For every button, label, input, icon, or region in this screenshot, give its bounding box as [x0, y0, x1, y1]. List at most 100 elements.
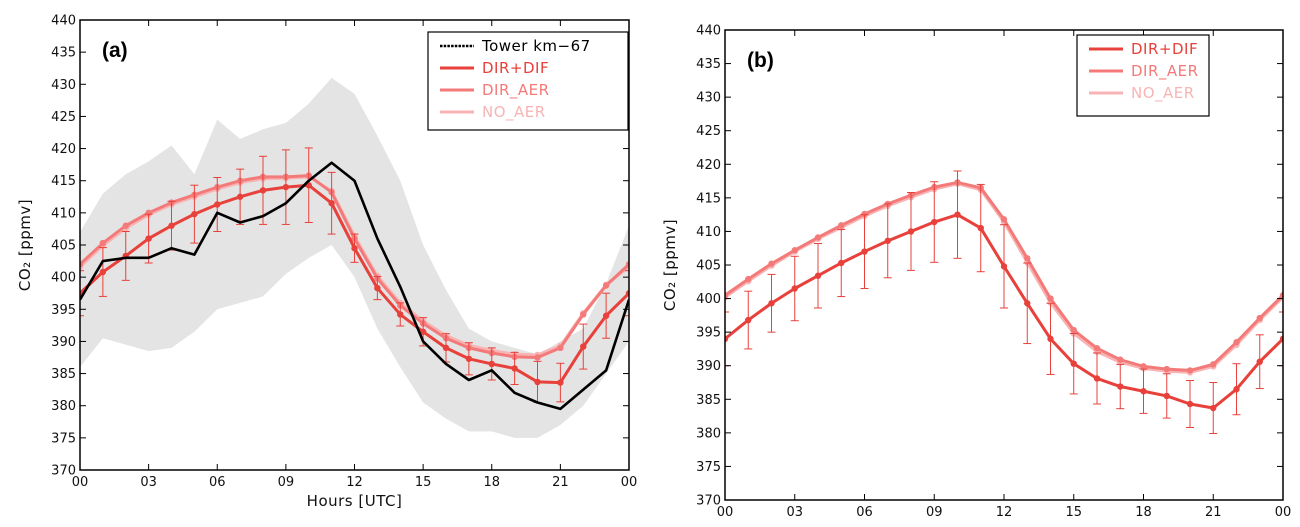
panel-a-y-tick-label: 390: [51, 335, 76, 350]
panel-b-point-dir-aer: [1233, 339, 1240, 346]
panel-b-point-dir-dif: [768, 300, 775, 307]
panel-a-x-axis: 00 03 06 09 12 15 18 21 00: [72, 20, 638, 490]
panel-b-point-dir-dif: [907, 228, 915, 235]
panel-b-y-tick-label: 390: [696, 359, 721, 374]
panel-b-point-dir-aer: [1070, 326, 1077, 334]
panel-b-point-dir-aer: [1024, 255, 1031, 262]
panel-b-legend: DIR+DIF DIR_AER NO_AER: [1076, 34, 1210, 117]
panel-b-point-dir-dif: [745, 316, 752, 324]
panel-b-x-tick-label: 03: [786, 505, 803, 520]
panel-a-x-tick-label: 18: [483, 475, 500, 490]
panel-a-legend-item-no-aer: NO_AER: [440, 103, 546, 122]
panel-b-x-tick-label: 06: [856, 505, 873, 520]
panel-b-point-dir-dif: [1210, 404, 1217, 412]
panel-b-point-dir-dif: [931, 218, 938, 226]
panel-b-point-dir-dif: [725, 335, 729, 343]
panel-b-point-dir-aer: [1256, 314, 1263, 322]
panel-a-point-dir-aer: [580, 311, 587, 318]
panel-b-point-dir-dif: [791, 285, 798, 292]
panel-a-legend-label: DIR+DIF: [482, 59, 549, 77]
panel-a-y-tick-label: 430: [51, 78, 76, 93]
panel-b-y-tick-label: 405: [696, 259, 721, 274]
panel-b-y-tick-label: 435: [696, 57, 721, 72]
panel-a-point-dir-dif: [236, 193, 244, 200]
panel-b-point-dir-dif: [1163, 392, 1170, 400]
panel-b-point-dir-aer: [1186, 367, 1194, 374]
panel-a-point-dir-dif: [534, 378, 541, 386]
panel-b: 370 375 380 385 390 395 400 405 410 415 420 425 430 4…: [661, 24, 1292, 527]
panel-a-y-tick-label: 410: [51, 206, 76, 221]
panel-b-x-tick-label: 12: [996, 505, 1013, 520]
panel-b-point-dir-dif: [1093, 375, 1101, 382]
panel-b-legend-label: DIR+DIF: [1131, 40, 1198, 58]
panel-a-y-axis-label: CO₂ [ppmv]: [16, 199, 34, 291]
panel-a-y-tick-label: 405: [51, 239, 76, 254]
panel-b-legend-item-no-aer: NO_AER: [1089, 84, 1194, 103]
panel-b-panel-label: (b): [747, 49, 774, 72]
panel-b-point-dir-dif: [1047, 335, 1054, 343]
panel-a-y-axis: 370 375 380 385 390 395 400 405 410 415 420 425 430 4…: [51, 14, 629, 479]
panel-a-legend-label: DIR_AER: [482, 81, 550, 100]
panel-b-point-dir-aer: [1210, 361, 1217, 368]
panel-b-point-dir-dif: [814, 272, 822, 279]
panel-a-series-dir-dif: [80, 147, 629, 403]
panel-b-x-tick-label: 15: [1065, 505, 1082, 520]
panel-a-y-tick-label: 375: [51, 431, 76, 446]
panel-a-point-dir-aer: [99, 239, 107, 247]
panel-a-point-dir-dif: [557, 379, 564, 386]
panel-b-point-dir-dif: [977, 224, 984, 232]
panel-a-plot-area: [80, 77, 629, 438]
panel-b-legend-item-dir-aer: DIR_AER: [1089, 62, 1199, 81]
panel-a-x-tick-label: 21: [552, 475, 569, 490]
panel-b-point-dir-dif: [861, 248, 868, 255]
panel-b-y-tick-label: 415: [696, 191, 721, 206]
panel-a-y-tick-label: 425: [51, 110, 76, 125]
panel-a-point-dir-aer: [602, 282, 610, 289]
panel-b-y-axis: 370 375 380 385 390 395 400 405 410 415 420 425 430 4…: [696, 24, 1283, 509]
panel-b-y-tick-label: 375: [696, 460, 721, 475]
panel-a-point-dir-dif: [259, 187, 267, 194]
panel-b-x-tick-label: 00: [1275, 505, 1292, 520]
panel-b-point-dir-dif: [1279, 335, 1283, 343]
panel-b-point-dir-dif: [1186, 400, 1194, 408]
panel-a-y-tick-label: 395: [51, 303, 76, 318]
panel-b-point-dir-aer: [1279, 292, 1283, 299]
panel-b-y-tick-label: 370: [696, 494, 721, 509]
panel-b-point-dir-aer: [1117, 356, 1124, 363]
panel-b-y-tick-label: 400: [696, 292, 721, 307]
panel-a-point-dir-dif: [580, 343, 587, 350]
panel-a-point-dir-dif: [511, 365, 518, 372]
panel-a-legend-item-dir-aer: DIR_AER: [440, 81, 550, 100]
panel-a-y-tick-label: 435: [51, 46, 76, 61]
panel-a-x-tick-label: 09: [278, 475, 295, 490]
panel-a-point-dir-dif: [625, 290, 629, 297]
panel-a-x-axis-label: Hours [UTC]: [307, 492, 403, 510]
panel-b-legend-label: DIR_AER: [1131, 62, 1199, 81]
panel-b-point-dir-aer: [1163, 365, 1170, 373]
panel-a-point-dir-aer: [625, 261, 629, 268]
panel-a-legend-label: NO_AER: [482, 103, 546, 122]
panel-b-point-dir-aer: [814, 234, 822, 241]
panel-a-x-tick-label: 12: [346, 475, 363, 490]
panel-a-point-dir-dif: [602, 312, 610, 319]
panel-a-x-tick-label: 00: [621, 475, 638, 490]
panel-b-point-dir-aer: [1140, 363, 1147, 370]
panel-a-point-dir-dif: [328, 200, 335, 207]
panel-b-point-dir-aer: [1093, 345, 1101, 352]
panel-a: 370 375 380 385 390 395 400 405 410 415 420 425 430 4…: [16, 14, 637, 511]
panel-a-point-dir-dif: [419, 328, 427, 335]
panel-b-point-dir-aer: [745, 275, 752, 283]
panel-a-y-tick-label: 385: [51, 367, 76, 382]
panel-b-x-tick-label: 18: [1135, 505, 1152, 520]
panel-b-x-tick-label: 00: [717, 505, 734, 520]
panel-b-point-dir-dif: [1140, 388, 1147, 395]
panel-a-y-tick-label: 420: [51, 142, 76, 157]
panel-b-legend-item-dir-dif: DIR+DIF: [1089, 40, 1198, 58]
panel-b-x-tick-label: 09: [926, 505, 943, 520]
panel-a-point-dir-dif: [397, 311, 404, 318]
panel-b-x-tick-label: 21: [1205, 505, 1222, 520]
panel-b-y-axis-label: CO₂ [ppmv]: [661, 219, 679, 311]
panel-b-point-dir-dif: [1024, 300, 1031, 307]
panel-a-point-dir-dif: [351, 245, 358, 252]
